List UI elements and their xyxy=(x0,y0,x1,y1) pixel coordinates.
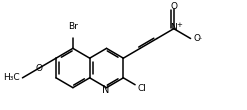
Text: H₃C: H₃C xyxy=(3,73,20,82)
Text: Cl: Cl xyxy=(137,84,146,93)
Text: Br: Br xyxy=(68,22,78,31)
Text: N: N xyxy=(170,23,177,32)
Text: O: O xyxy=(36,63,43,72)
Text: O: O xyxy=(170,2,177,11)
Text: O: O xyxy=(193,34,201,43)
Text: ⁻: ⁻ xyxy=(198,36,202,45)
Text: N: N xyxy=(102,85,109,95)
Text: +: + xyxy=(176,22,182,28)
